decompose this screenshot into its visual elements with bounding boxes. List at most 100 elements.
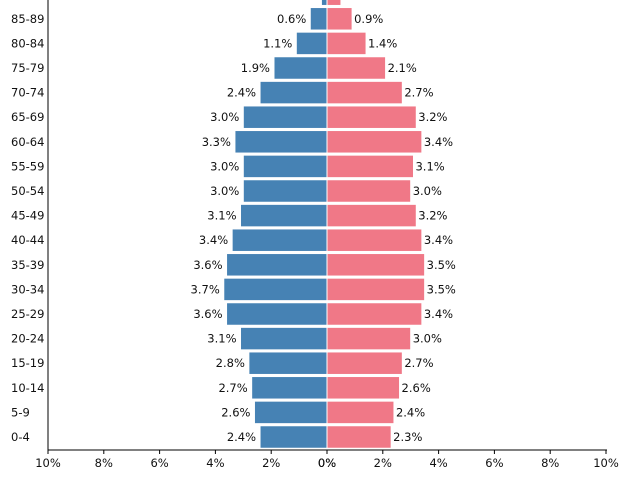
x-tick-label: 6% xyxy=(150,456,168,470)
age-label: 70-74 xyxy=(11,86,44,100)
value-label: 2.4% xyxy=(227,86,256,100)
bar-left xyxy=(231,228,328,252)
value-label: 0.6% xyxy=(277,12,306,26)
age-label: 25-29 xyxy=(11,307,44,321)
right-bars xyxy=(326,0,426,449)
bar-right xyxy=(326,80,403,105)
bar-left xyxy=(223,277,328,302)
age-label: 15-19 xyxy=(11,356,44,370)
value-label: 2.6% xyxy=(221,405,250,419)
value-label: 3.6% xyxy=(193,307,222,321)
x-tick-label: 4% xyxy=(206,456,224,470)
value-label: 2.7% xyxy=(218,381,247,395)
bar-right xyxy=(326,228,423,252)
age-label: 80-84 xyxy=(11,36,44,50)
value-label: 2.7% xyxy=(404,356,433,370)
value-label: 3.4% xyxy=(424,135,453,149)
bar-right xyxy=(326,376,401,400)
x-tick-label: 10% xyxy=(593,456,619,470)
x-tick-label: 8% xyxy=(541,456,559,470)
bar-left xyxy=(242,154,328,179)
age-label: 0-4 xyxy=(11,430,30,444)
value-label: 2.6% xyxy=(402,381,431,395)
age-label: 65-69 xyxy=(11,110,44,124)
x-tick-label: 4% xyxy=(429,456,447,470)
bar-left xyxy=(242,105,328,129)
age-label: 35-39 xyxy=(11,258,44,272)
value-label: 3.0% xyxy=(210,184,239,198)
bar-left xyxy=(295,31,328,56)
bar-right xyxy=(326,105,417,129)
value-label: 3.1% xyxy=(415,159,444,173)
bar-right xyxy=(326,326,412,351)
bar-left xyxy=(242,179,328,203)
value-label: 3.0% xyxy=(413,184,442,198)
age-label: 90-94 xyxy=(11,0,44,1)
bar-right xyxy=(326,277,426,302)
x-tick-label: 2% xyxy=(374,456,392,470)
bar-right xyxy=(326,31,367,56)
value-label: 0.9% xyxy=(354,12,383,26)
age-label: 30-34 xyxy=(11,282,44,296)
age-label: 45-49 xyxy=(11,209,44,223)
age-group-labels: 0-4 5-9 10-14 15-19 20-24 25-29 30-34 35-39 40-4… xyxy=(11,0,44,444)
bar-left xyxy=(234,130,328,154)
age-label: 60-64 xyxy=(11,135,44,149)
bar-left xyxy=(240,203,328,228)
x-tick-label: 0% xyxy=(318,456,336,470)
value-label: 1.4% xyxy=(368,36,397,50)
value-label: 3.7% xyxy=(191,282,220,296)
value-label: 3.2% xyxy=(418,209,447,223)
value-label: 3.3% xyxy=(202,135,231,149)
age-label: 85-89 xyxy=(11,12,44,26)
value-label: 1.1% xyxy=(263,36,292,50)
bar-right xyxy=(326,425,392,449)
value-label: 3.1% xyxy=(207,209,236,223)
bar-left xyxy=(259,80,328,105)
value-label: 2.1% xyxy=(388,61,417,75)
value-label: 3.4% xyxy=(424,233,453,247)
value-label: 3.4% xyxy=(424,307,453,321)
bar-left xyxy=(309,7,328,31)
value-label: 3.0% xyxy=(413,332,442,346)
value-label: 3.5% xyxy=(427,258,456,272)
value-label: 2.7% xyxy=(404,86,433,100)
x-tick-label: 0% xyxy=(318,456,336,470)
bar-right xyxy=(326,302,423,326)
age-label: 5-9 xyxy=(11,405,30,419)
bar-left xyxy=(251,376,328,400)
bar-left xyxy=(226,253,328,277)
value-label: 2.4% xyxy=(227,430,256,444)
value-label: 3.0% xyxy=(210,159,239,173)
x-tick-label: 6% xyxy=(485,456,503,470)
x-tick-label: 10% xyxy=(35,456,61,470)
bar-left xyxy=(253,400,328,425)
x-tick-label: 8% xyxy=(95,456,113,470)
bar-right xyxy=(326,400,395,425)
value-label: 3.4% xyxy=(199,233,228,247)
bar-right xyxy=(326,154,414,179)
bar-left xyxy=(320,0,328,6)
value-label: 3.5% xyxy=(427,282,456,296)
bar-left xyxy=(226,302,328,326)
bar-left xyxy=(240,326,328,351)
value-label: 3.2% xyxy=(418,110,447,124)
bar-right xyxy=(326,7,353,31)
value-label: 2.4% xyxy=(396,405,425,419)
bar-left xyxy=(248,351,328,375)
bar-left xyxy=(273,56,328,80)
value-label: 2.3% xyxy=(393,430,422,444)
age-label: 75-79 xyxy=(11,61,44,75)
x-axis-ticks: 10% 8% 6% 4% 2% 0%0% 2% 4% 6% 8% 10% xyxy=(35,450,619,470)
value-labels: 2.4% 2.3% 2.6% 2.4% 2.7% 2.6% 2.8% 2.7% 3.1% 3.0%… xyxy=(191,12,456,444)
value-label: 3.1% xyxy=(207,332,236,346)
x-tick-label: 2% xyxy=(262,456,280,470)
bar-right xyxy=(326,253,426,277)
age-label: 50-54 xyxy=(11,184,44,198)
value-label: 3.6% xyxy=(193,258,222,272)
age-label: 40-44 xyxy=(11,233,44,247)
age-label: 55-59 xyxy=(11,159,44,173)
value-label: 2.8% xyxy=(216,356,245,370)
bar-right xyxy=(326,0,342,6)
